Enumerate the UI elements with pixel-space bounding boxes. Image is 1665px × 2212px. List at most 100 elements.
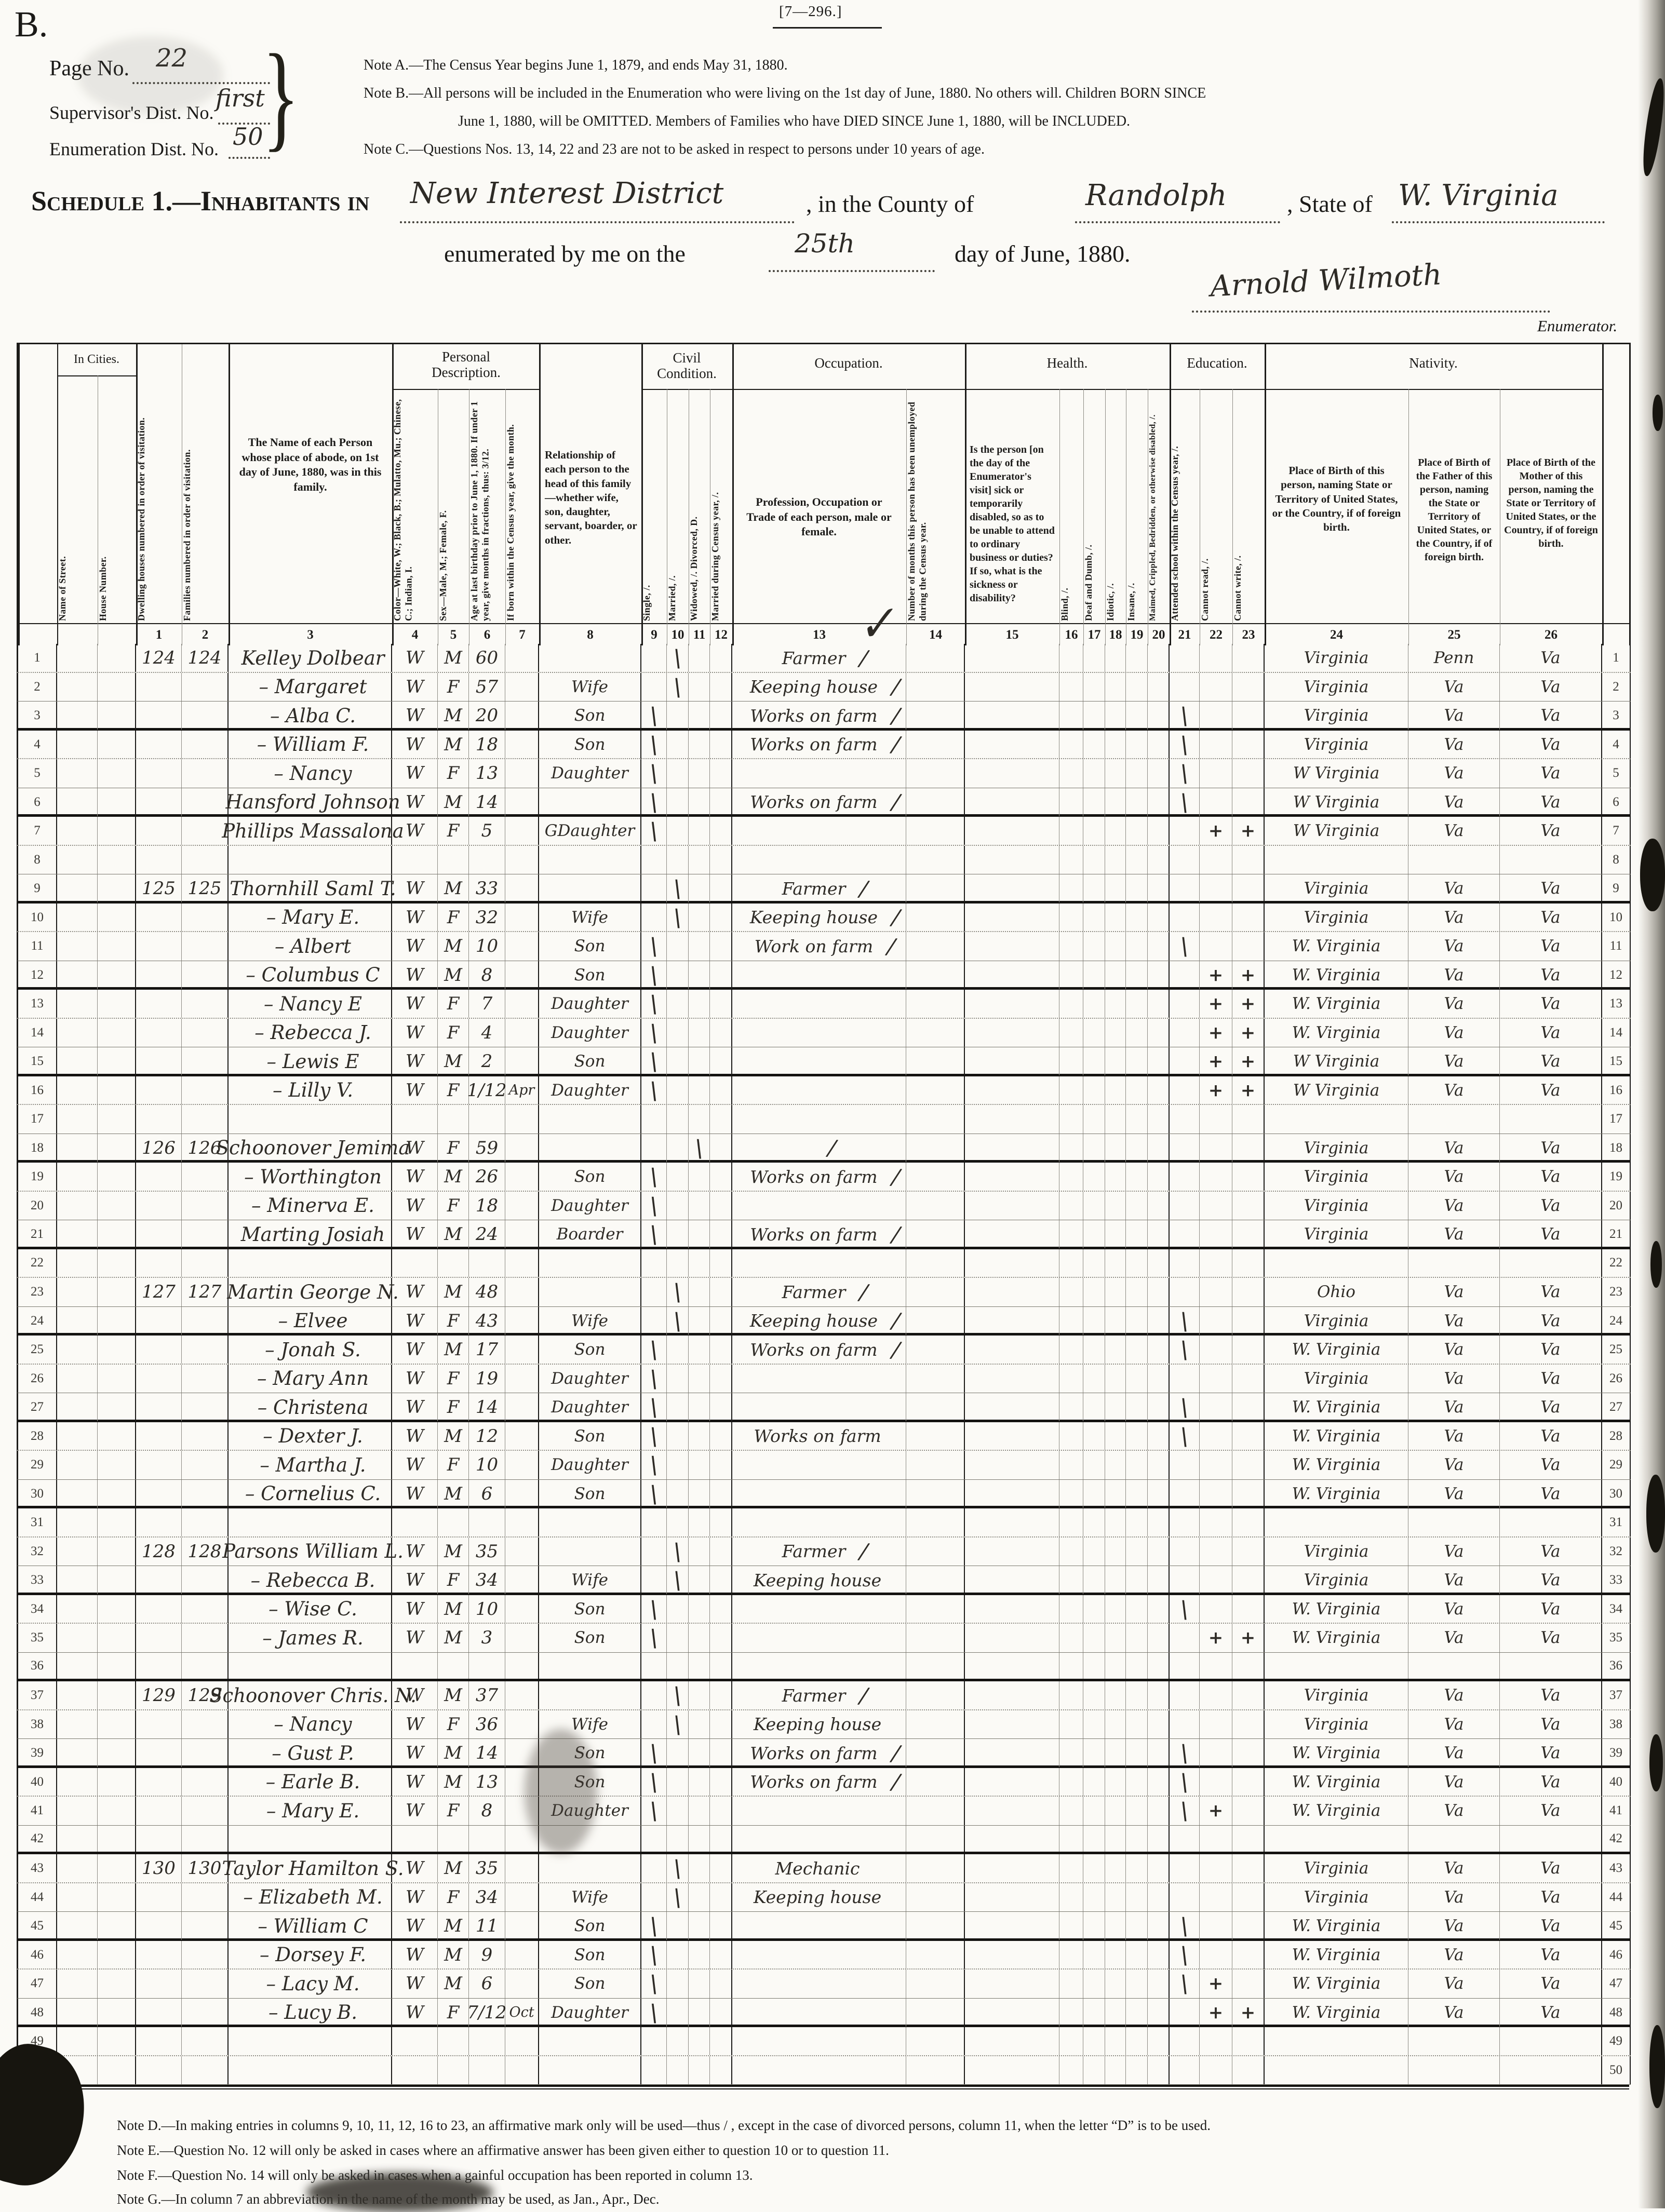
birth-month-value bbox=[505, 759, 539, 788]
house-number-cell bbox=[98, 1220, 136, 1248]
cannot-write-mark: + bbox=[1232, 1018, 1265, 1047]
idiotic-cell bbox=[1105, 1566, 1126, 1594]
idiotic-cell bbox=[1105, 1940, 1126, 1969]
insane-cell bbox=[1126, 644, 1148, 672]
blind-cell bbox=[1059, 845, 1083, 874]
attended-school-mark bbox=[1170, 1105, 1200, 1134]
person-name: – Rebecca B. bbox=[229, 1566, 392, 1594]
birth-month-value bbox=[505, 2056, 539, 2084]
married-census-year-cell bbox=[710, 990, 732, 1018]
married-census-year-cell bbox=[710, 1710, 732, 1738]
blind-cell bbox=[1059, 1278, 1083, 1306]
deaf-dumb-cell bbox=[1083, 1883, 1105, 1911]
sickness-cell bbox=[965, 1566, 1059, 1594]
birth-month-value bbox=[505, 1249, 539, 1277]
table-row: 2 – Margaret W F 57 Wife \ Keeping house… bbox=[17, 672, 1631, 702]
relationship-value: Wife bbox=[539, 1306, 641, 1335]
col-header-18-idiotic: Idiotic, /. bbox=[1105, 583, 1116, 621]
cannot-read-mark bbox=[1200, 788, 1232, 816]
occupation-text: Works on farm bbox=[750, 792, 878, 812]
cannot-write-mark bbox=[1232, 730, 1265, 759]
deaf-dumb-cell bbox=[1083, 2056, 1105, 2084]
months-unemployed-cell bbox=[906, 672, 965, 701]
deaf-dumb-cell bbox=[1083, 903, 1105, 932]
relationship-value: Son bbox=[539, 1422, 641, 1450]
family-number bbox=[182, 1624, 229, 1652]
married-mark bbox=[667, 1047, 689, 1075]
row-number: 47 bbox=[18, 1970, 57, 1998]
maimed-cell bbox=[1148, 644, 1170, 672]
col-header-house-number: House Number. bbox=[98, 556, 108, 621]
blind-cell bbox=[1059, 1249, 1083, 1277]
attended-school-mark bbox=[1170, 1047, 1200, 1075]
row-number: 9 bbox=[18, 874, 57, 902]
idiotic-cell bbox=[1105, 1825, 1126, 1852]
blind-cell bbox=[1059, 1393, 1083, 1421]
age-value: 14 bbox=[469, 1393, 505, 1421]
insane-cell bbox=[1126, 1336, 1148, 1364]
deaf-dumb-cell bbox=[1083, 788, 1105, 816]
sickness-cell bbox=[965, 1393, 1059, 1421]
insane-cell bbox=[1126, 1710, 1148, 1738]
row-number-right: 29 bbox=[1602, 1451, 1631, 1479]
table-row: 10 – Mary E. W F 32 Wife \ Keeping house… bbox=[17, 903, 1631, 932]
birth-month-value bbox=[505, 1306, 539, 1335]
attended-school-mark: \ bbox=[1170, 702, 1200, 730]
birth-month-value bbox=[505, 1508, 539, 1536]
birth-month-value bbox=[505, 2027, 539, 2055]
single-mark: \ bbox=[641, 1768, 667, 1796]
row-number: 10 bbox=[18, 903, 57, 932]
birth-month-value bbox=[505, 1595, 539, 1623]
occupation-cell bbox=[732, 1479, 906, 1508]
widowed-mark bbox=[689, 1998, 710, 2027]
insane-cell bbox=[1126, 1739, 1148, 1767]
married-census-year-cell bbox=[710, 1912, 732, 1940]
single-mark bbox=[641, 2056, 667, 2084]
age-value: 19 bbox=[469, 1364, 505, 1393]
months-unemployed-cell bbox=[906, 1940, 965, 1969]
married-mark bbox=[667, 2027, 689, 2055]
single-mark: \ bbox=[641, 932, 667, 961]
insane-cell bbox=[1126, 1768, 1148, 1796]
married-census-year-cell bbox=[710, 1422, 732, 1450]
age-value bbox=[469, 1105, 505, 1134]
attended-school-mark bbox=[1170, 1451, 1200, 1479]
street-cell bbox=[57, 845, 98, 874]
attended-school-mark bbox=[1170, 961, 1200, 989]
occupation-cell bbox=[732, 1998, 906, 2027]
table-row: 47 – Lacy M. W M 6 Son \ \ + W. Virginia… bbox=[17, 1970, 1631, 1999]
house-number-cell bbox=[98, 1797, 136, 1825]
col-header-2-families: Families numbered in order of visitation… bbox=[182, 449, 192, 621]
attended-school-mark bbox=[1170, 1220, 1200, 1248]
sickness-cell bbox=[965, 1076, 1059, 1104]
cannot-write-mark bbox=[1232, 845, 1265, 874]
birthplace-value: W. Virginia bbox=[1265, 1624, 1408, 1652]
attended-school-mark: \ bbox=[1170, 1595, 1200, 1623]
relationship-value: Son bbox=[539, 1047, 641, 1075]
col-header-11-widowed: Widowed, /. Divorced, D. bbox=[689, 516, 699, 621]
idiotic-cell bbox=[1105, 1047, 1126, 1075]
attended-school-mark bbox=[1170, 2056, 1200, 2084]
occupation-cell bbox=[732, 1018, 906, 1047]
street-cell bbox=[57, 1652, 98, 1679]
insane-cell bbox=[1126, 1191, 1148, 1220]
attended-school-mark bbox=[1170, 1624, 1200, 1652]
attended-school-mark: \ bbox=[1170, 1970, 1200, 1998]
father-birthplace-value: Va bbox=[1408, 1018, 1500, 1047]
family-number bbox=[182, 1970, 229, 1998]
sickness-cell bbox=[965, 1479, 1059, 1508]
age-value bbox=[469, 1825, 505, 1852]
birth-month-value bbox=[505, 1105, 539, 1134]
insane-cell bbox=[1126, 2027, 1148, 2055]
mother-birthplace-value: Va bbox=[1500, 1163, 1602, 1191]
table-row: 31 31 bbox=[17, 1508, 1631, 1537]
row-number: 36 bbox=[18, 1652, 57, 1679]
single-mark: \ bbox=[641, 990, 667, 1018]
age-value: 32 bbox=[469, 903, 505, 932]
relationship-value bbox=[539, 1825, 641, 1852]
relationship-value: Son bbox=[539, 1595, 641, 1623]
street-cell bbox=[57, 990, 98, 1018]
person-name: – James R. bbox=[229, 1624, 392, 1652]
sickness-cell bbox=[965, 1768, 1059, 1796]
deaf-dumb-cell bbox=[1083, 1336, 1105, 1364]
